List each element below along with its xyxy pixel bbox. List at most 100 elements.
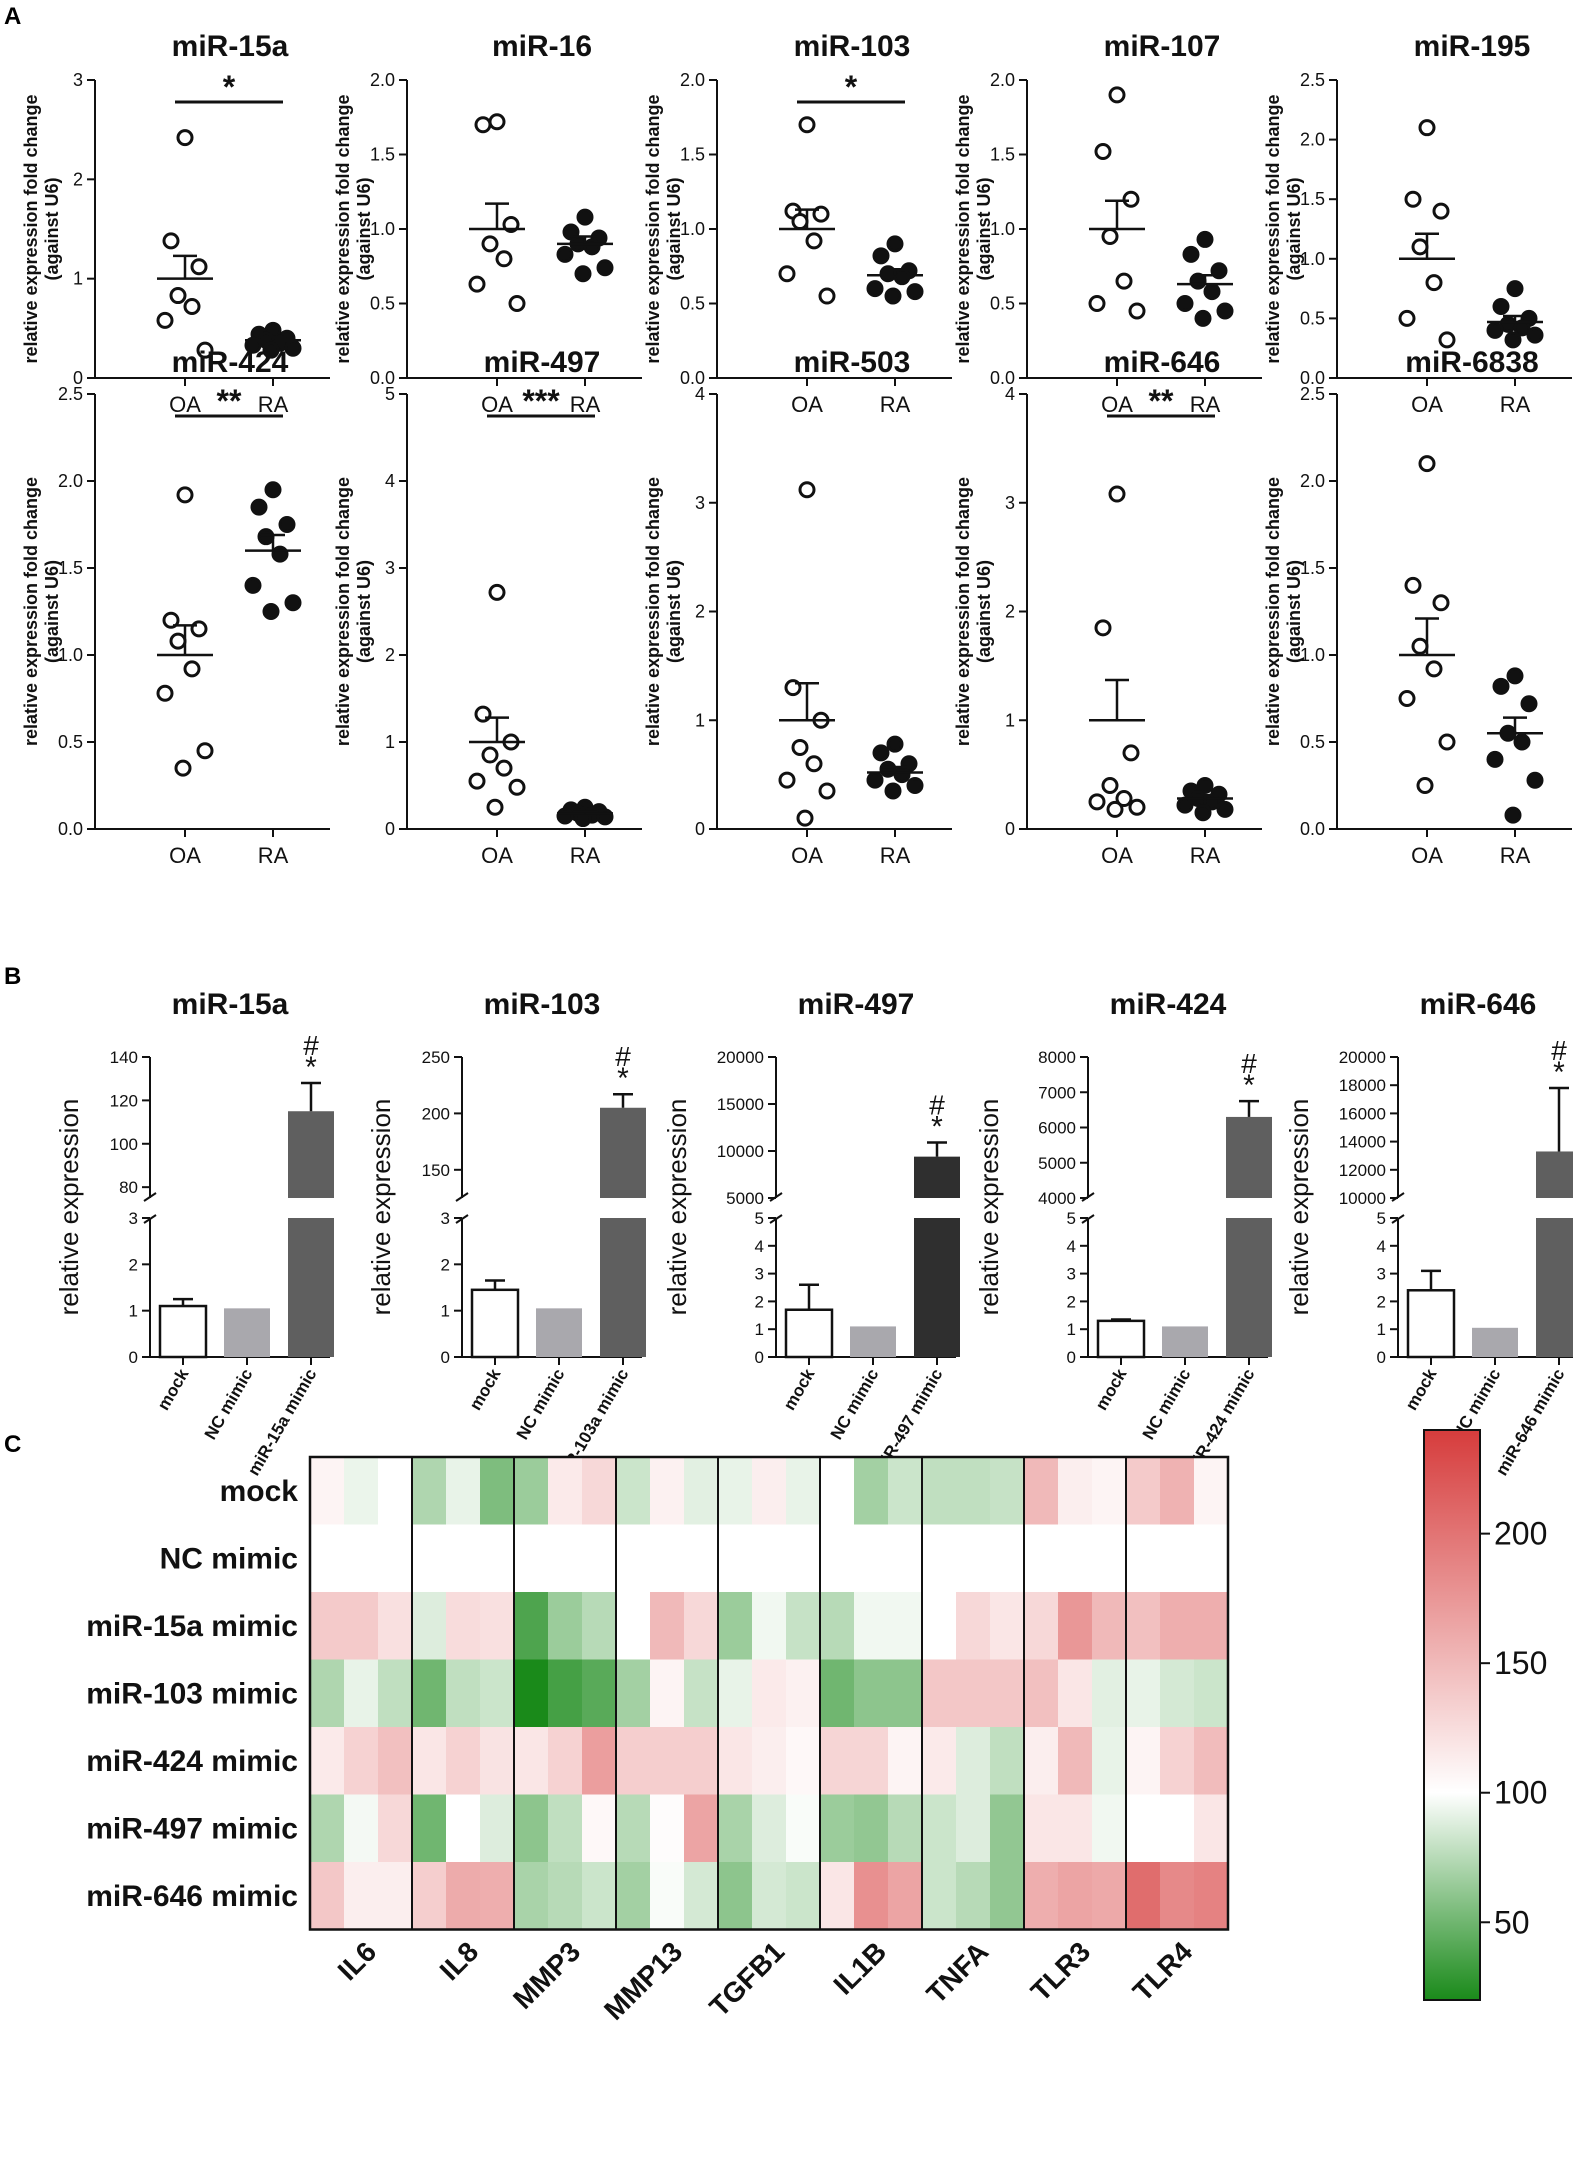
bar-miR-103a mimic	[600, 1218, 646, 1357]
bar-miR-424 mimic	[1226, 1218, 1272, 1357]
y-tick-label: 10000	[1339, 1189, 1386, 1208]
bar-chart-miR-15a: miR-15a 0 1 2 3 80 100 120 140 relative expressio…	[54, 988, 334, 1479]
heatmap-cell	[1126, 1457, 1161, 1525]
heatmap-cell	[616, 1727, 651, 1795]
y-tick-label: 2	[755, 1292, 764, 1311]
heatmap-cell	[616, 1794, 651, 1863]
heatmap-cell	[514, 1457, 549, 1525]
heatmap-cell	[1024, 1862, 1059, 1930]
heatmap-row-label: mock	[220, 1475, 299, 1508]
y-tick-label: 100	[110, 1135, 138, 1154]
y-axis-label: relative expression fold change	[643, 477, 663, 746]
y-tick-label: 5	[755, 1209, 764, 1228]
data-point-RA	[886, 235, 904, 253]
y-tick-label: 3	[1067, 1265, 1076, 1284]
data-point-RA	[884, 782, 902, 800]
x-tick-label: NC mimic	[201, 1366, 257, 1443]
heatmap-cell	[786, 1862, 821, 1930]
y-tick-label: 0	[385, 819, 395, 839]
heatmap-cell	[684, 1524, 719, 1593]
scatter-plot-miR-16: miR-16 0.0 0.5 1.0 1.5 2.0 OA RA relative expres…	[333, 30, 642, 417]
heatmap-cell	[990, 1659, 1025, 1728]
y-axis-label: relative expression fold change	[333, 94, 353, 363]
heatmap-row-label: miR-424 mimic	[86, 1745, 298, 1778]
x-tick-label: OA	[791, 392, 823, 417]
chart-title: miR-103	[484, 988, 601, 1021]
heatmap-cell	[1058, 1524, 1093, 1593]
data-point-RA	[872, 247, 890, 265]
y-tick-label: 5	[1067, 1209, 1076, 1228]
chart-title: miR-497	[798, 988, 915, 1021]
heatmap-cell	[1160, 1659, 1195, 1728]
data-point-OA	[818, 287, 836, 305]
data-point-RA	[1492, 677, 1510, 695]
data-point-OA	[169, 287, 187, 305]
data-point-RA	[866, 771, 884, 789]
data-point-RA	[1506, 280, 1524, 298]
y-tick-label: 4	[1005, 384, 1015, 404]
heatmap-cell	[514, 1794, 549, 1863]
heatmap-cell	[956, 1457, 991, 1525]
y-axis-label: relative expression fold change	[21, 94, 41, 363]
heatmap-cell	[1194, 1524, 1229, 1593]
heatmap-cell	[548, 1727, 583, 1795]
heatmap-cell	[820, 1592, 855, 1660]
chart-title: miR-103	[794, 30, 911, 63]
data-point-RA	[1194, 309, 1212, 327]
bar-mock	[470, 1288, 520, 1359]
y-tick-label: 2.0	[990, 70, 1015, 90]
y-axis-label: relative expression fold change	[21, 477, 41, 746]
data-point-OA	[183, 297, 201, 315]
heatmap-cell	[786, 1592, 821, 1660]
bar-miR-103a mimic-upper	[600, 1107, 646, 1198]
bar-NC mimic	[1162, 1326, 1208, 1357]
x-tick-label: OA	[1101, 392, 1133, 417]
data-point-OA	[468, 772, 486, 790]
chart-title: miR-646	[1420, 988, 1537, 1021]
heatmap-cell	[888, 1862, 923, 1930]
data-point-OA	[1398, 309, 1416, 327]
data-point-OA	[176, 486, 194, 504]
y-tick-label: 0	[695, 819, 705, 839]
heatmap-cell	[1160, 1862, 1195, 1930]
y-tick-label: 1	[73, 269, 83, 289]
data-point-OA	[1115, 272, 1133, 290]
data-point-RA	[244, 576, 262, 594]
bar-miR-646 mimic-upper	[1536, 1151, 1573, 1198]
x-tick-label: NC mimic	[513, 1366, 569, 1443]
significance-marker: ***	[522, 383, 560, 419]
heatmap-cell	[480, 1524, 515, 1593]
heatmap-cell	[616, 1862, 651, 1930]
y-tick-label: 3	[1005, 493, 1015, 513]
heatmap-cell	[1126, 1592, 1161, 1660]
y-tick-label: 2.0	[680, 70, 705, 90]
heatmap-cell	[1194, 1727, 1229, 1795]
heatmap-cell	[650, 1592, 685, 1660]
y-axis-label-2: (against U6)	[664, 560, 684, 663]
heatmap-cell	[582, 1659, 617, 1728]
heatmap-cell	[310, 1457, 345, 1525]
y-tick-label: 2.0	[370, 70, 395, 90]
panel-a-scatter-plots: miR-15a 0 1 2 3 OA RA relative expression fold …	[21, 30, 1572, 868]
heatmap-cell	[1092, 1592, 1127, 1660]
data-point-RA	[1520, 695, 1538, 713]
y-tick-label: 0.0	[990, 368, 1015, 388]
bar-mock	[784, 1308, 834, 1359]
heatmap-cell	[922, 1727, 957, 1795]
x-tick-label: OA	[1411, 843, 1443, 868]
heatmap-cell	[378, 1659, 413, 1728]
x-tick-label: OA	[791, 843, 823, 868]
heatmap-cell	[378, 1592, 413, 1660]
y-tick-label: 3	[73, 70, 83, 90]
heatmap-cell	[514, 1862, 549, 1930]
y-tick-label: 0.5	[1300, 308, 1325, 328]
data-point-OA	[481, 235, 499, 253]
panel-letter-b: B	[4, 963, 21, 990]
y-tick-label: 2	[441, 1255, 450, 1274]
heatmap-cell	[1194, 1794, 1229, 1863]
scatter-plot-miR-15a: miR-15a 0 1 2 3 OA RA relative expression fold …	[21, 30, 330, 417]
annotation-hash: #	[929, 1090, 945, 1121]
data-point-OA	[1122, 190, 1140, 208]
data-point-OA	[1088, 793, 1106, 811]
heatmap-cell	[344, 1794, 379, 1863]
